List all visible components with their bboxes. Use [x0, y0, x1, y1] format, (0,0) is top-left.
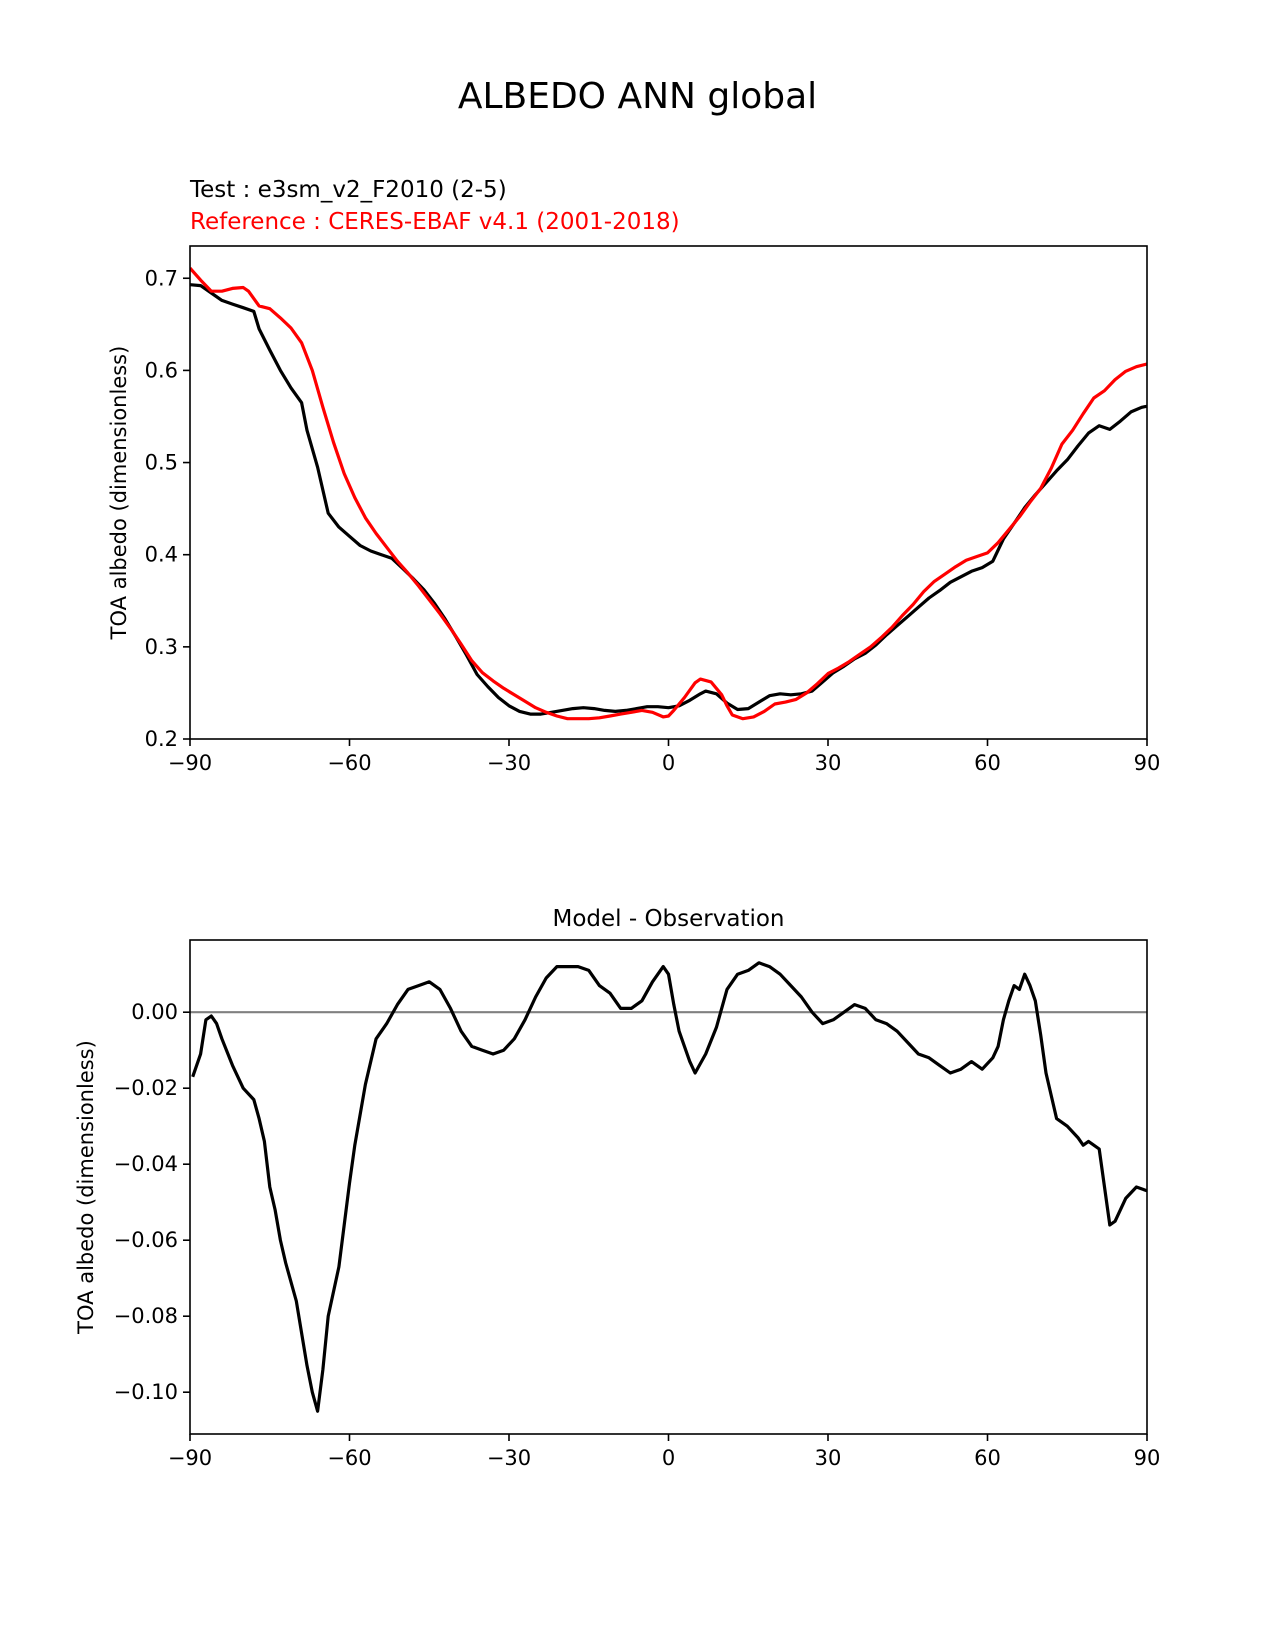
- x-tick-label: −90: [168, 1446, 212, 1470]
- y-axis-label: TOA albedo (dimensionless): [107, 346, 131, 641]
- x-tick-label: −30: [487, 751, 531, 775]
- series-line-0: [191, 961, 1147, 1413]
- x-tick-label: −60: [327, 1446, 371, 1470]
- x-tick-label: 0: [662, 1446, 675, 1470]
- x-tick-label: 60: [974, 751, 1001, 775]
- x-tick-label: −60: [327, 751, 371, 775]
- y-tick-label: −0.02: [114, 1076, 178, 1100]
- series-line-0: [190, 283, 1147, 716]
- y-tick-label: −0.10: [114, 1380, 178, 1404]
- x-tick-label: 90: [1134, 751, 1161, 775]
- y-tick-label: 0.6: [145, 358, 178, 382]
- y-tick-label: 0.5: [145, 451, 178, 475]
- y-tick-label: 0.3: [145, 635, 178, 659]
- y-tick-label: 0.7: [145, 266, 178, 290]
- y-tick-label: −0.04: [114, 1152, 178, 1176]
- x-tick-label: 90: [1134, 1446, 1161, 1470]
- x-tick-label: 30: [815, 751, 842, 775]
- x-tick-label: 30: [815, 1446, 842, 1470]
- panel-title: Model - Observation: [552, 906, 784, 932]
- y-axis-label: TOA albedo (dimensionless): [74, 1040, 98, 1335]
- x-tick-label: 60: [974, 1446, 1001, 1470]
- series-line-1: [190, 267, 1147, 721]
- climatology-panel: −90 −60 −30 0 30 60 90 0.2 0.3 0.4 0.5 0.6 0.7 TOA al…: [107, 245, 1161, 775]
- x-tick-label: −90: [168, 751, 212, 775]
- reference-label: Reference : CERES-EBAF v4.1 (2001-2018): [190, 209, 680, 235]
- plot-frame: [189, 245, 1148, 740]
- y-tick-label: −0.06: [114, 1228, 178, 1252]
- y-tick-label: 0.00: [131, 1000, 178, 1024]
- figure-title: ALBEDO ANN global: [458, 76, 817, 117]
- x-tick-label: −30: [487, 1446, 531, 1470]
- test-label: Test : e3sm_v2_F2010 (2-5): [189, 177, 507, 203]
- y-tick-label: 0.2: [145, 727, 178, 751]
- y-tick-label: −0.08: [114, 1304, 178, 1328]
- difference-panel: Model - Observation −90 −60 −30 0 30 60 90 −0.10…: [74, 906, 1160, 1470]
- x-tick-label: 0: [662, 751, 675, 775]
- y-tick-label: 0.4: [145, 543, 178, 567]
